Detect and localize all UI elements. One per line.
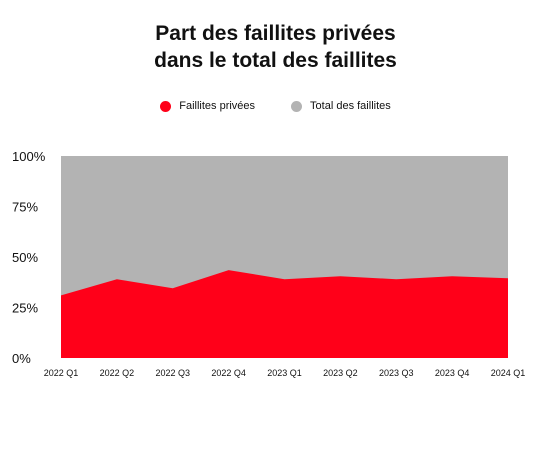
legend-swatch-faillites-privees [160, 100, 172, 112]
legend-swatch-total-des-faillites [291, 100, 303, 112]
x-tick-label: 2023 Q2 [323, 368, 358, 378]
y-tick-label: 75% [12, 200, 38, 215]
chart-title-line1: Part des faillites privées [155, 22, 396, 45]
y-tick-label: 100% [12, 149, 46, 164]
x-tick-label: 2023 Q3 [379, 368, 414, 378]
chart-title: Part des faillites privées dans le total… [0, 20, 551, 74]
x-tick-label: 2023 Q1 [267, 368, 302, 378]
x-tick-label: 2022 Q3 [155, 368, 190, 378]
y-tick-label: 0% [12, 351, 31, 366]
chart-legend: Faillites privées Total des faillites [0, 100, 551, 112]
chart-title-line2: dans le total des faillites [154, 49, 397, 72]
legend-label-faillites-privees: Faillites privées [179, 100, 256, 112]
x-tick-label: 2022 Q1 [44, 368, 79, 378]
series-area-faillites-privees [61, 270, 508, 358]
x-tick-label: 2023 Q4 [435, 368, 470, 378]
x-tick-label: 2022 Q4 [211, 368, 246, 378]
y-tick-label: 25% [12, 301, 38, 316]
y-tick-label: 50% [12, 250, 38, 265]
x-tick-label: 2022 Q2 [100, 368, 135, 378]
legend-label-total-des-faillites: Total des faillites [310, 100, 391, 112]
legend-item-faillites-privees: Faillites privées [160, 100, 255, 112]
x-tick-label: 2024 Q1 [491, 368, 526, 378]
legend-item-total-des-faillites: Total des faillites [291, 100, 391, 112]
